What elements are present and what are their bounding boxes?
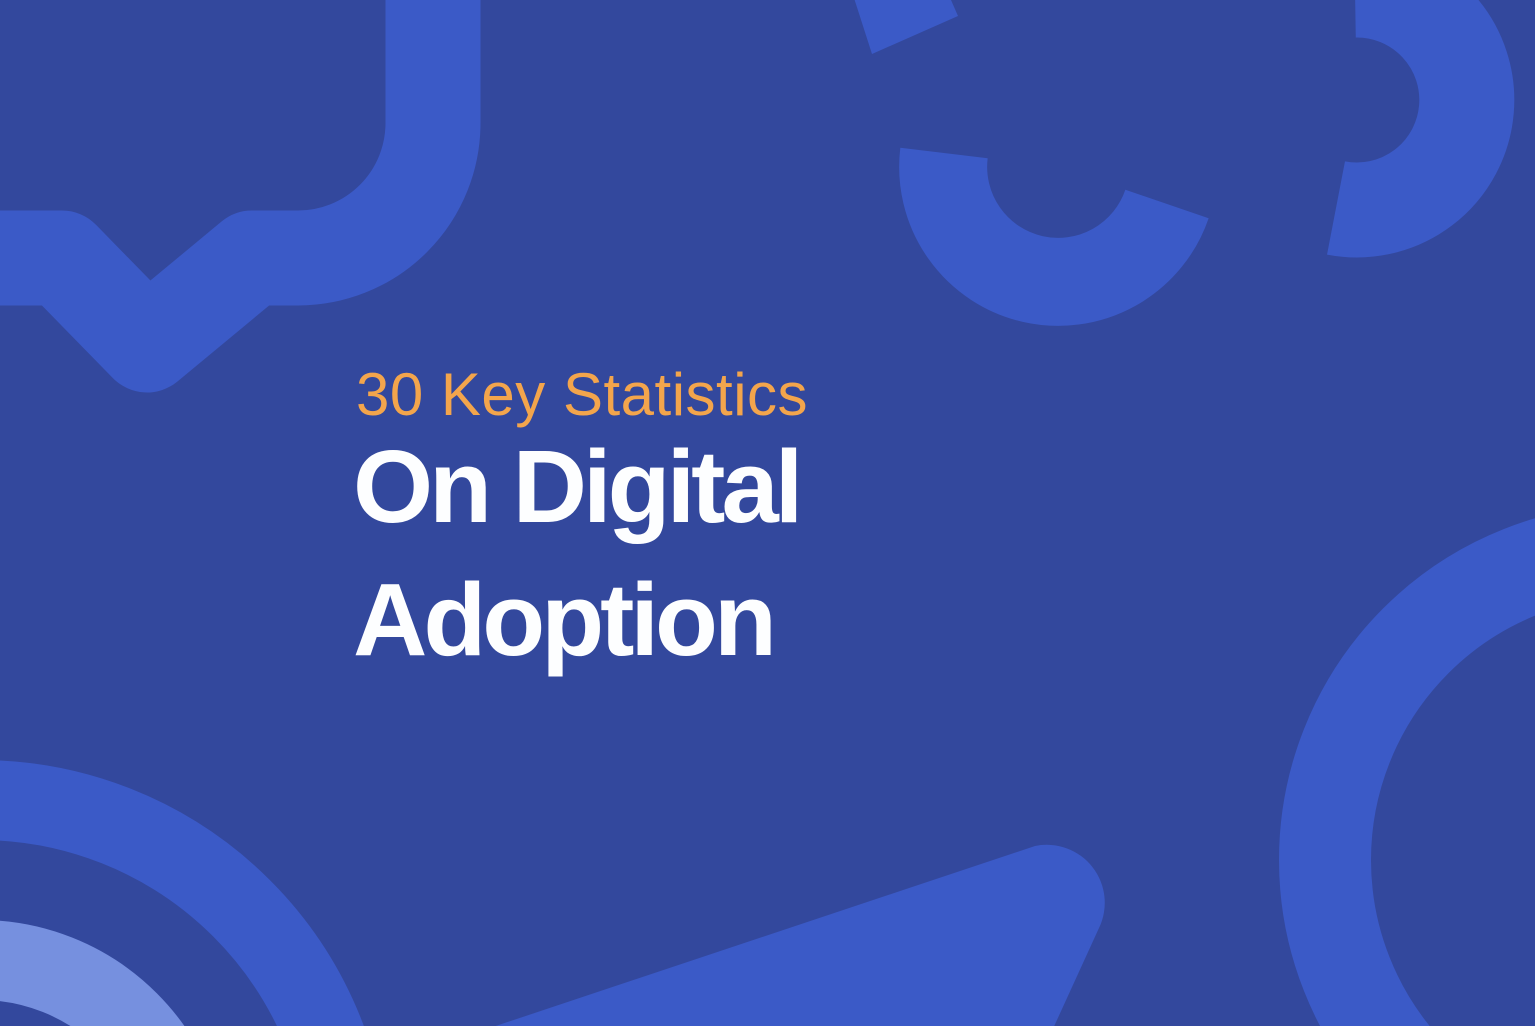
j-hook-band-shape <box>1327 0 1515 258</box>
banner-eyebrow: 30 Key Statistics <box>356 361 809 428</box>
hook-end-rectangle-shape <box>854 0 958 54</box>
ring-circle-shape <box>1279 518 1535 1026</box>
smile-curve-band-shape <box>899 147 1209 326</box>
rounded-triangle-pointer-shape <box>495 844 1105 1026</box>
banner-title: On Digital Adoption <box>353 420 803 686</box>
banner-title-line1: On Digital <box>353 429 803 544</box>
speech-bubble-outline-shape <box>0 0 481 393</box>
banner-title-line2: Adoption <box>353 562 777 677</box>
